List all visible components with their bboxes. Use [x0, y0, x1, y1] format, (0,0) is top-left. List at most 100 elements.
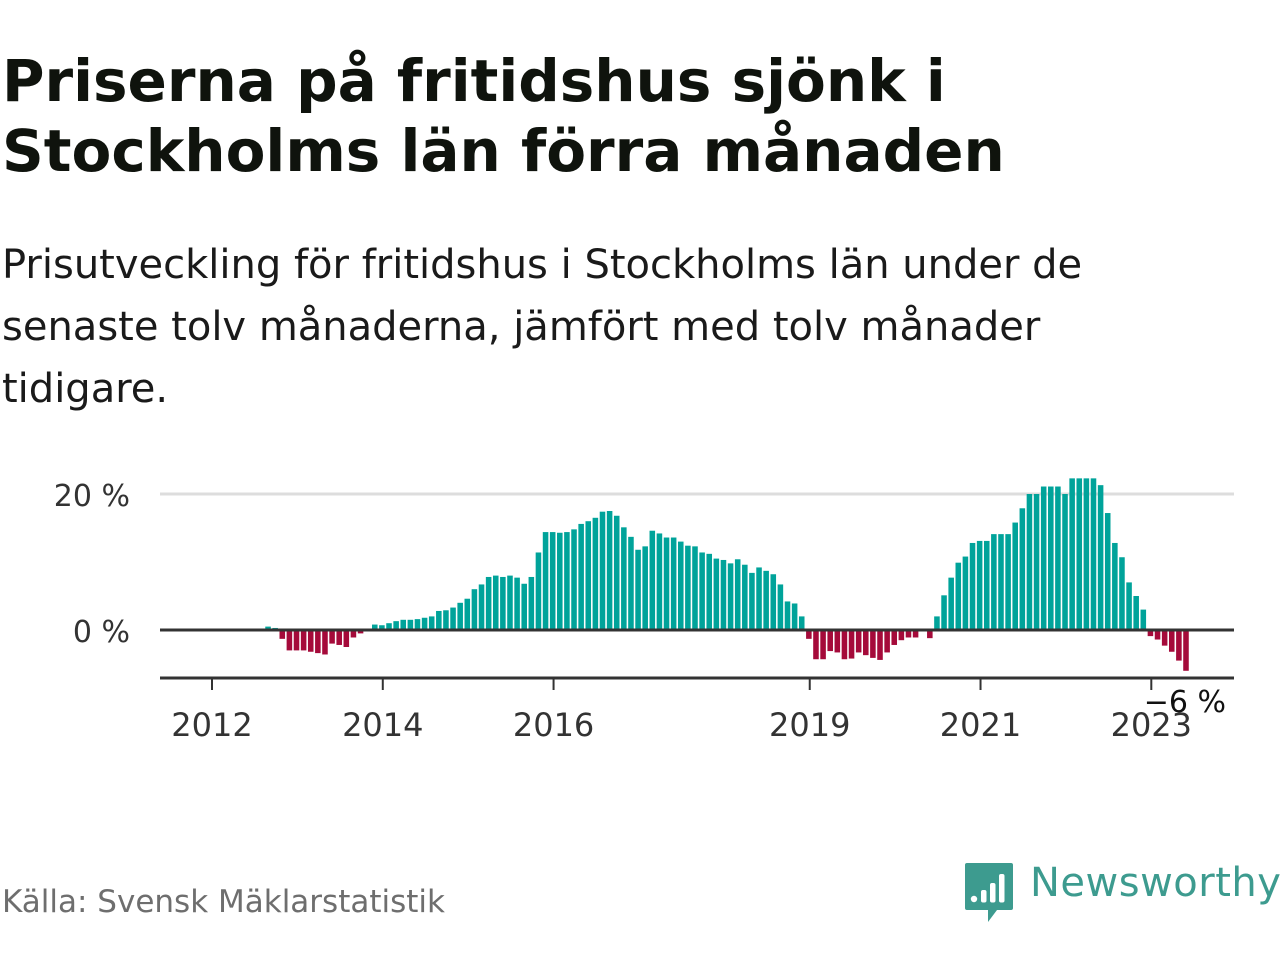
- bar: [286, 630, 293, 651]
- bar: [1176, 630, 1182, 661]
- bar: [976, 540, 983, 630]
- bar: [386, 623, 392, 630]
- axis-labels: 0 % 20 % 2012 2014 2016 2019 2021 2023−6 %: [54, 479, 1226, 744]
- bar: [443, 610, 449, 630]
- bar: [315, 630, 321, 654]
- bar: [706, 553, 713, 630]
- bar: [357, 630, 364, 634]
- x-tick-label: 2012: [171, 706, 252, 744]
- bar: [1183, 630, 1189, 671]
- bar: [557, 532, 563, 630]
- bar: [927, 630, 933, 639]
- bar: [279, 630, 286, 639]
- bar: [912, 630, 919, 638]
- bar: [969, 542, 976, 630]
- x-tick-label: 2019: [769, 706, 850, 744]
- bar: [564, 532, 570, 630]
- bar: [542, 532, 549, 630]
- bar: [1076, 478, 1083, 630]
- bar: [464, 598, 471, 630]
- bar: [713, 558, 720, 630]
- bar: [1005, 534, 1011, 630]
- bar: [770, 574, 777, 630]
- bar: [535, 552, 542, 630]
- bar: [613, 515, 620, 630]
- bar: [749, 572, 755, 630]
- brand-name: Newsworthy: [1030, 860, 1280, 906]
- bar: [471, 589, 478, 630]
- bar: [500, 576, 506, 630]
- bar: [507, 575, 513, 630]
- bar: [784, 601, 791, 630]
- bar: [898, 630, 905, 641]
- bar: [350, 630, 357, 638]
- bar: [1026, 494, 1033, 630]
- axes: [160, 628, 1234, 690]
- bar: [606, 511, 613, 630]
- bar: [891, 630, 898, 645]
- bar: [720, 559, 727, 630]
- source-note: Källa: Svensk Mäklarstatistik: [2, 884, 445, 920]
- bar: [877, 630, 883, 660]
- bar: [670, 537, 677, 630]
- bar-chart: 0 % 20 % 2012 2014 2016 2019 2021 2023−6 %: [54, 478, 1234, 744]
- bar: [407, 619, 414, 630]
- bar: [884, 630, 890, 653]
- bar: [820, 630, 826, 660]
- bar: [998, 534, 1004, 630]
- bar: [599, 511, 606, 630]
- bar: [656, 533, 663, 630]
- bar: [428, 616, 435, 630]
- bar: [941, 595, 947, 630]
- bar: [798, 616, 805, 630]
- bar: [685, 545, 691, 630]
- bar: [855, 630, 862, 653]
- bar: [514, 577, 520, 630]
- bar: [742, 564, 748, 630]
- bar: [863, 630, 869, 656]
- bar: [307, 630, 314, 652]
- bar: [763, 570, 769, 630]
- bar: [336, 630, 342, 645]
- bar: [834, 630, 841, 653]
- bar: [756, 567, 762, 630]
- bar: [621, 527, 627, 630]
- bar: [300, 630, 307, 651]
- bar: [421, 617, 428, 630]
- bar: [777, 584, 784, 630]
- bar: [1126, 582, 1132, 630]
- bar: [1154, 630, 1161, 640]
- bar: [642, 546, 648, 630]
- bar: [1069, 478, 1075, 630]
- bar: [436, 610, 442, 630]
- x-tick-label: 2016: [513, 706, 594, 744]
- bar: [1104, 513, 1111, 630]
- bar: [948, 577, 954, 630]
- bar: [1147, 630, 1154, 637]
- end-value-label: −6 %: [1144, 685, 1226, 720]
- bar: [329, 630, 335, 644]
- bar: [457, 602, 463, 630]
- bar: [372, 624, 378, 630]
- bar: [478, 584, 485, 630]
- bar: [1090, 478, 1097, 630]
- bar: [677, 541, 684, 630]
- chart-title: Priserna på fritidshus sjönk i Stockholm…: [2, 47, 1005, 185]
- bar: [400, 619, 407, 630]
- bar: [1119, 557, 1125, 630]
- bar: [663, 537, 670, 630]
- bar: [521, 583, 527, 630]
- x-tick-label: 2023: [1111, 706, 1192, 744]
- bar: [343, 630, 350, 647]
- chart-subtitle: Prisutveckling för fritidshus i Stockhol…: [2, 242, 1083, 412]
- bar: [813, 630, 819, 660]
- bar: [841, 630, 848, 660]
- bar: [791, 603, 798, 630]
- bar: [1168, 630, 1175, 652]
- bar: [1140, 609, 1147, 630]
- bar: [585, 521, 592, 630]
- x-tick-label: 2021: [940, 706, 1021, 744]
- bar: [1033, 494, 1040, 630]
- brand[interactable]: Newsworthy: [964, 860, 1280, 926]
- bar: [870, 630, 876, 658]
